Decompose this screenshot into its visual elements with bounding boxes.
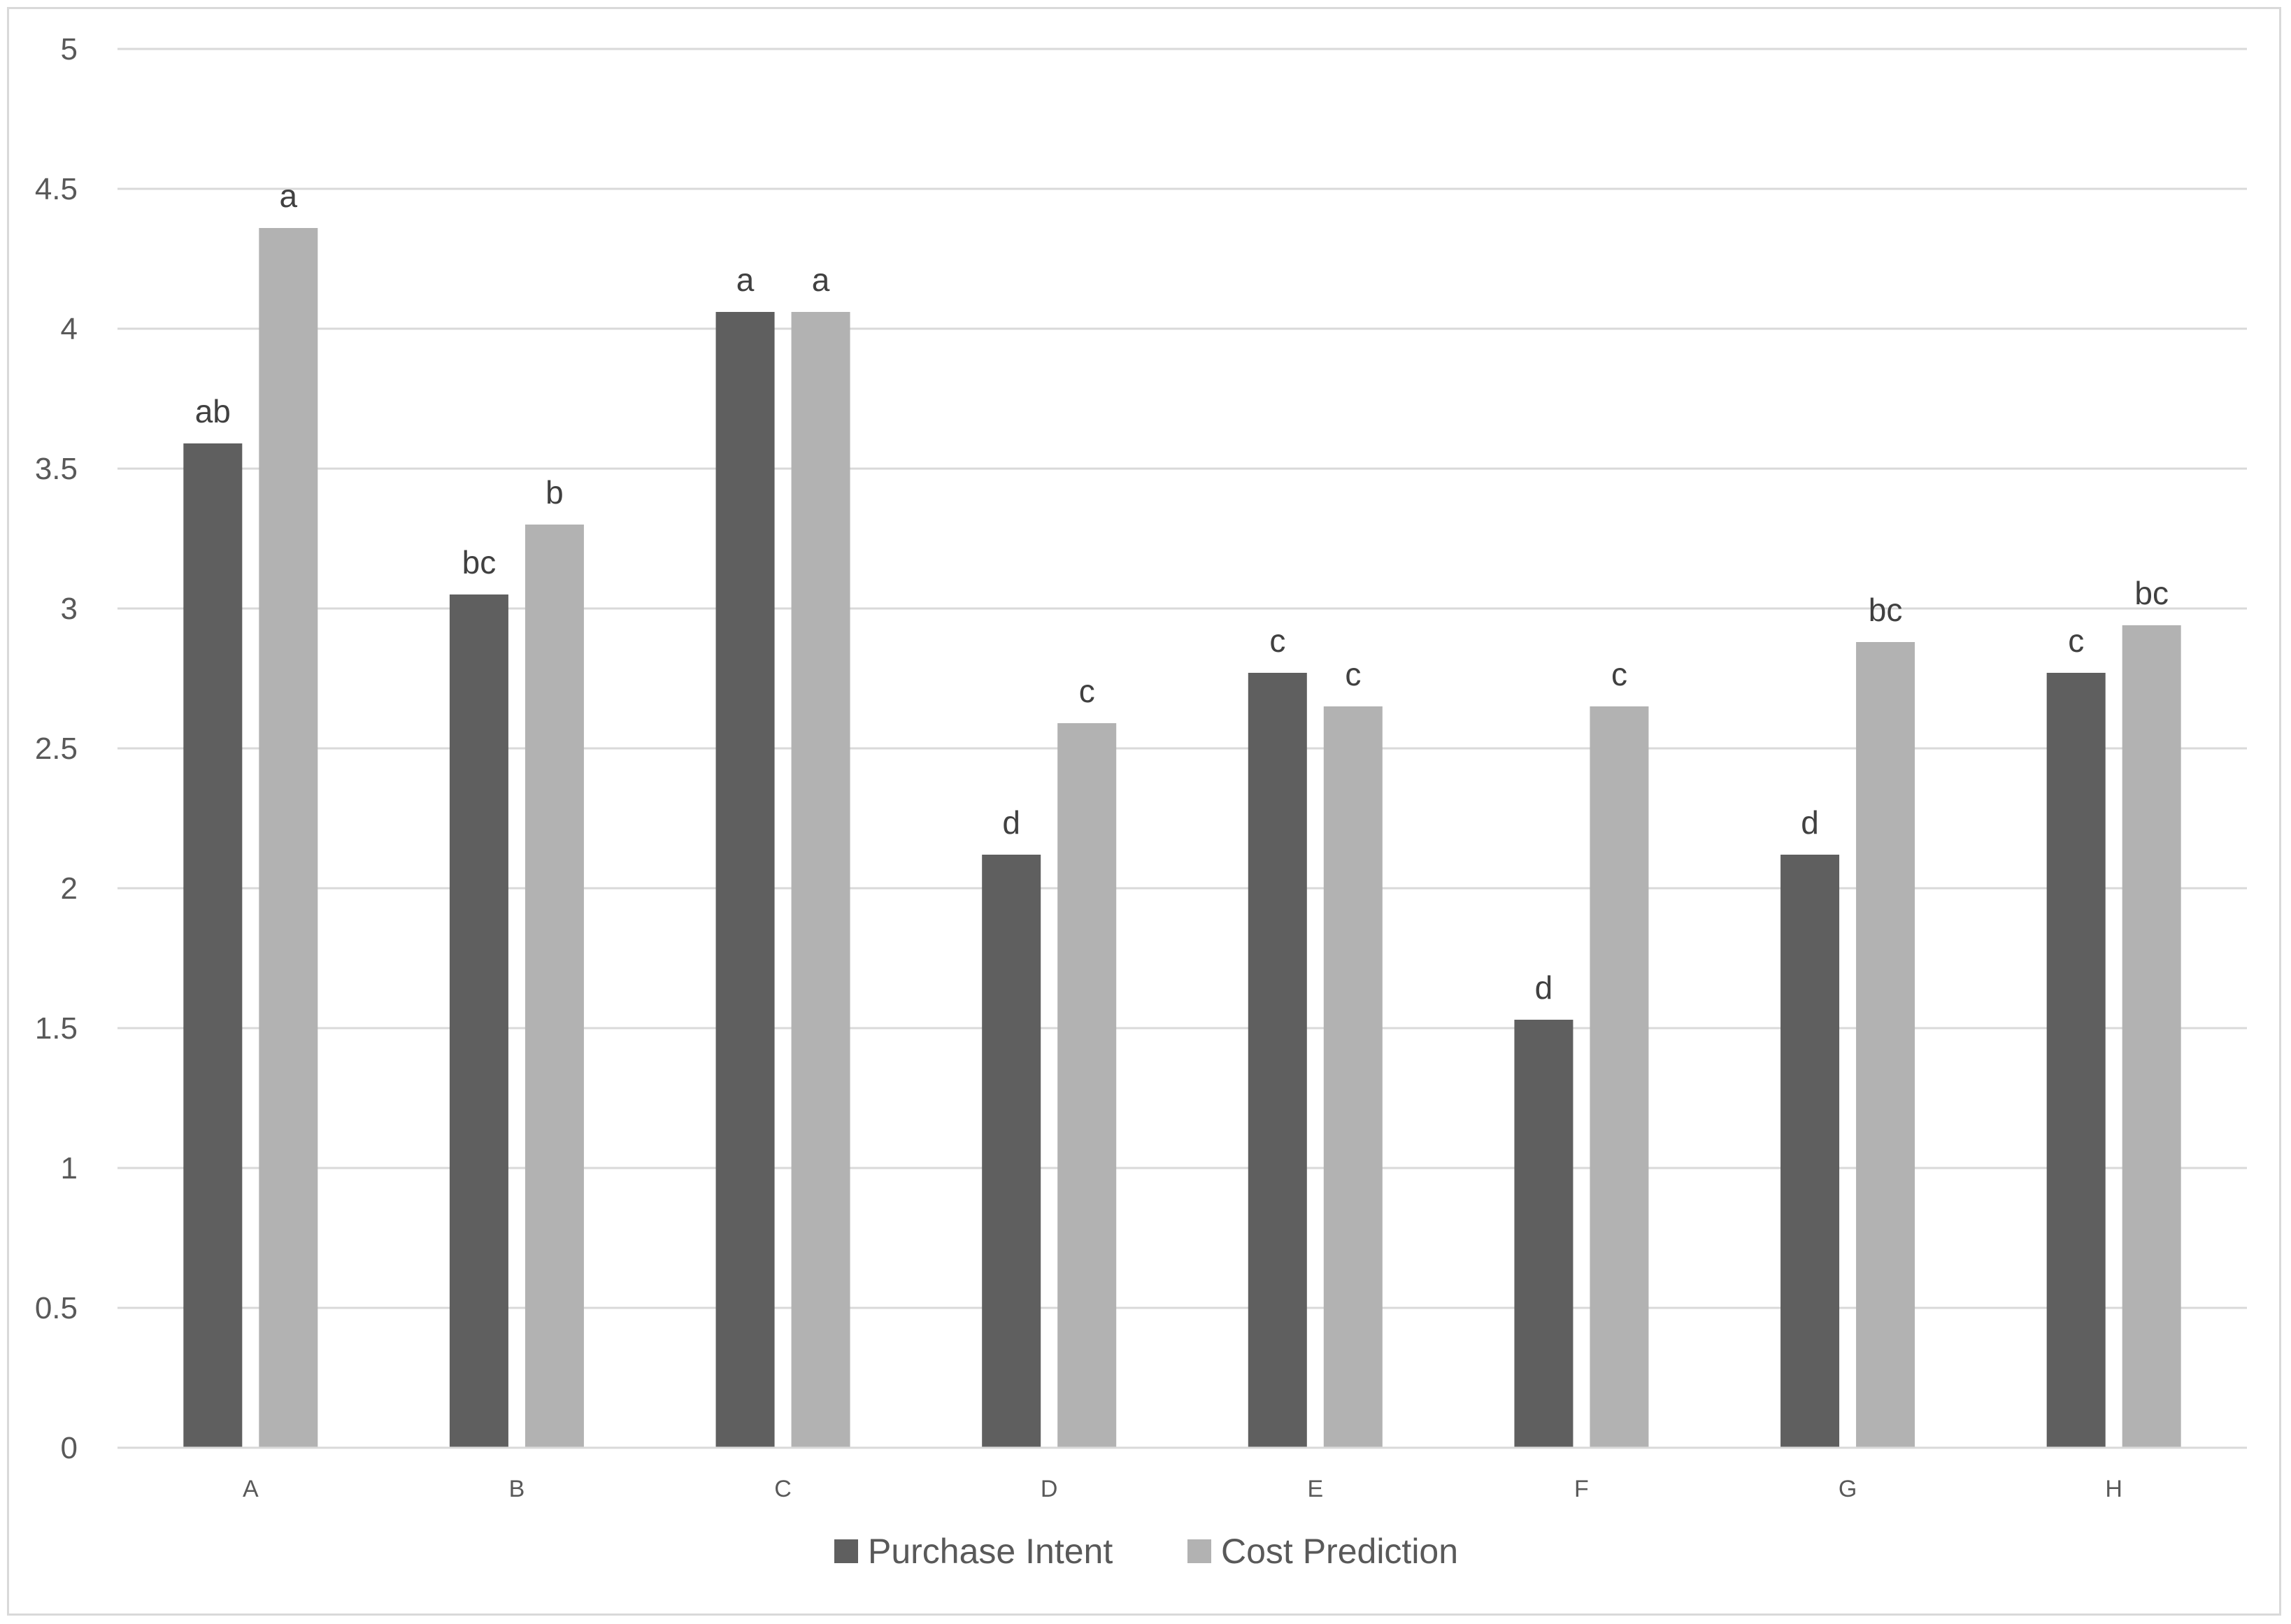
legend-label-purchase-intent: Purchase Intent — [868, 1532, 1113, 1571]
data-label: bc — [1869, 592, 1903, 628]
y-tick-label: 2 — [61, 871, 78, 906]
data-label: c — [2068, 622, 2084, 659]
data-label: c — [1079, 673, 1095, 709]
bar-purchase-intent-b — [449, 594, 508, 1448]
bar-purchase-intent-e — [1248, 673, 1307, 1448]
data-label: a — [812, 262, 830, 298]
data-label: ab — [195, 393, 231, 429]
x-tick-label: D — [1041, 1476, 1058, 1502]
bar-purchase-intent-d — [982, 855, 1041, 1448]
y-tick-label: 3 — [61, 592, 78, 626]
data-label: bc — [2134, 575, 2169, 611]
data-label: c — [1611, 656, 1627, 692]
y-tick-label: 4 — [61, 312, 78, 346]
x-tick-label: H — [2105, 1476, 2122, 1502]
data-labels: ab a bc b a a d c c c d c d bc c bc — [195, 178, 2169, 1006]
bar-cost-prediction-h — [2122, 625, 2181, 1448]
bar-purchase-intent-f — [1514, 1020, 1573, 1448]
bar-cost-prediction-g — [1856, 642, 1915, 1448]
y-tick-label: 3.5 — [35, 452, 78, 486]
x-tick-label: A — [243, 1476, 259, 1502]
y-tick-label: 2.5 — [35, 732, 78, 766]
gridlines — [117, 48, 2247, 1309]
bars — [183, 228, 2181, 1448]
y-tick-label: 5 — [61, 32, 78, 66]
bar-purchase-intent-c — [715, 312, 775, 1448]
bar-cost-prediction-d — [1057, 723, 1117, 1448]
x-axis: A B C D E F G H — [117, 1446, 2247, 1502]
y-tick-label: 0 — [61, 1431, 78, 1465]
data-label: d — [1535, 969, 1553, 1006]
bar-cost-prediction-a — [259, 228, 318, 1448]
data-label: b — [545, 474, 564, 511]
y-tick-label: 1.5 — [35, 1011, 78, 1046]
bar-cost-prediction-c — [791, 312, 850, 1448]
bar-purchase-intent-a — [183, 443, 243, 1448]
data-label: c — [1269, 622, 1285, 659]
data-label: d — [1002, 804, 1020, 841]
bar-purchase-intent-h — [2046, 673, 2106, 1448]
x-tick-label: B — [509, 1476, 525, 1502]
x-tick-label: F — [1574, 1476, 1589, 1502]
x-tick-label: G — [1839, 1476, 1857, 1502]
legend-swatch-cost-prediction — [1187, 1539, 1211, 1563]
bar-chart: 0 0.5 1 1.5 2 2.5 3 3.5 4 4.5 5 ab a bc b a a d c c c d c d bc c… — [35, 32, 2247, 1571]
y-tick-label: 1 — [61, 1151, 78, 1185]
chart-frame: 0 0.5 1 1.5 2 2.5 3 3.5 4 4.5 5 ab a bc b a a d c c c d c d bc c… — [7, 7, 2281, 1616]
bar-cost-prediction-f — [1590, 706, 1649, 1448]
data-label: c — [1345, 656, 1361, 692]
data-label: bc — [462, 544, 497, 580]
data-label: d — [1801, 804, 1819, 841]
y-tick-label: 4.5 — [35, 172, 78, 206]
legend-swatch-purchase-intent — [834, 1539, 858, 1563]
y-tick-label: 0.5 — [35, 1291, 78, 1325]
bar-purchase-intent-g — [1780, 855, 1840, 1448]
legend-label-cost-prediction: Cost Prediction — [1221, 1532, 1458, 1571]
bar-cost-prediction-b — [524, 525, 584, 1448]
legend: Purchase Intent Cost Prediction — [834, 1532, 1458, 1571]
y-axis-tick-labels: 0 0.5 1 1.5 2 2.5 3 3.5 4 4.5 5 — [35, 32, 78, 1465]
x-tick-label: C — [774, 1476, 792, 1502]
bar-cost-prediction-e — [1323, 706, 1383, 1448]
data-label: a — [736, 262, 755, 298]
data-label: a — [280, 178, 298, 214]
x-tick-label: E — [1307, 1476, 1323, 1502]
